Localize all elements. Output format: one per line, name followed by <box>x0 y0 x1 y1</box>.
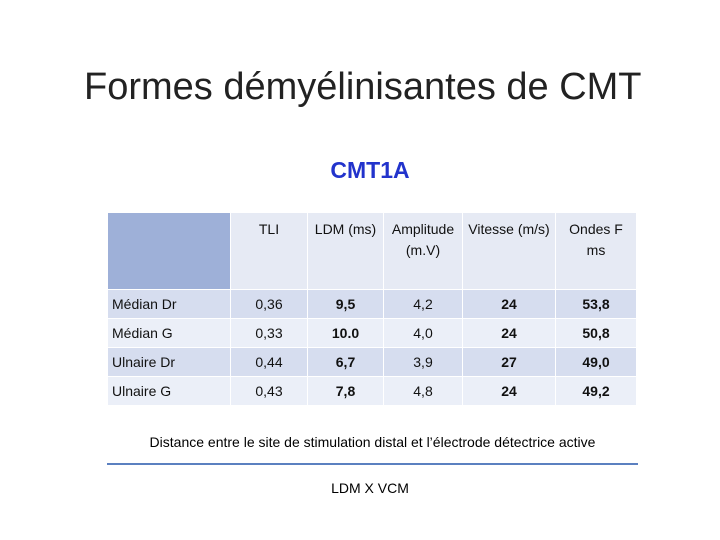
table-cell: 0,44 <box>230 347 308 377</box>
row-label: Médian G <box>107 318 231 348</box>
footnote: Distance entre le site de stimulation di… <box>149 434 596 450</box>
table-row: Ulnaire G 0,43 7,8 4,8 24 49,2 <box>107 376 637 406</box>
table-cell: 4,2 <box>383 289 463 319</box>
table-cell: 7,8 <box>307 376 384 406</box>
slide-subtitle: CMT1A <box>330 157 410 183</box>
formula: LDM X VCM <box>331 480 409 496</box>
row-label: Ulnaire G <box>107 376 231 406</box>
divider <box>107 463 638 465</box>
table-cell: 50,8 <box>555 318 637 348</box>
table-row: Médian Dr 0,36 9,5 4,2 24 53,8 <box>107 289 637 319</box>
table-cell: 27 <box>462 347 556 377</box>
corner-cell <box>107 212 231 290</box>
slide-title: Formes démyélinisantes de CMT <box>84 66 642 108</box>
column-header: TLI <box>230 212 308 290</box>
table-cell: 6,7 <box>307 347 384 377</box>
table-cell: 49,2 <box>555 376 637 406</box>
header-row: TLI LDM (ms) Amplitude (m.V) Vitesse (m/s) O… <box>107 212 637 290</box>
table-cell: 10.0 <box>307 318 384 348</box>
table-cell: 4,0 <box>383 318 463 348</box>
table-cell: 0,36 <box>230 289 308 319</box>
column-header: LDM (ms) <box>307 212 384 290</box>
column-header: Ondes F ms <box>555 212 637 290</box>
column-header: Vitesse (m/s) <box>462 212 556 290</box>
column-header: Amplitude (m.V) <box>383 212 463 290</box>
table-row: Médian G 0,33 10.0 4,0 24 50,8 <box>107 318 637 348</box>
table-cell: 49,0 <box>555 347 637 377</box>
row-label: Médian Dr <box>107 289 231 319</box>
table-row: Ulnaire Dr 0,44 6,7 3,9 27 49,0 <box>107 347 637 377</box>
table-cell: 4,8 <box>383 376 463 406</box>
table-cell: 53,8 <box>555 289 637 319</box>
table-cell: 0,33 <box>230 318 308 348</box>
table-cell: 0,43 <box>230 376 308 406</box>
row-label: Ulnaire Dr <box>107 347 231 377</box>
table-cell: 24 <box>462 289 556 319</box>
table-cell: 3,9 <box>383 347 463 377</box>
table-cell: 24 <box>462 376 556 406</box>
table-cell: 9,5 <box>307 289 384 319</box>
data-table: TLI LDM (ms) Amplitude (m.V) Vitesse (m/s) O… <box>107 212 637 406</box>
table-cell: 24 <box>462 318 556 348</box>
